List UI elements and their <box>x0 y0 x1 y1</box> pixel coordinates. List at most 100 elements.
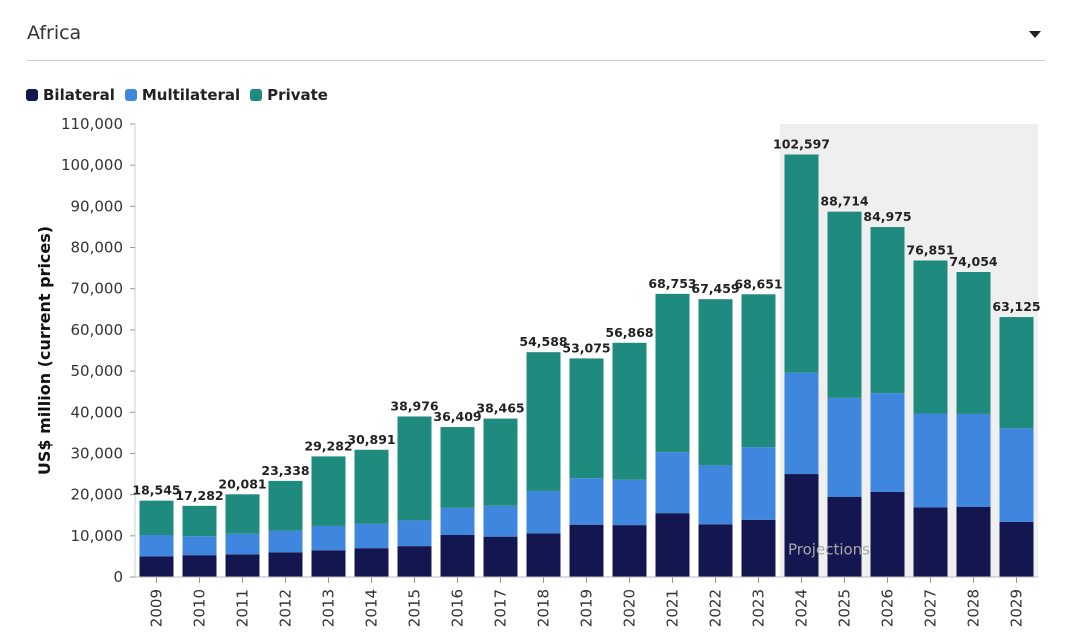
bar-private-2025[interactable] <box>827 211 862 398</box>
legend-swatch-bilateral <box>26 89 38 101</box>
bar-bilateral-2018[interactable] <box>526 533 561 577</box>
bar-multilateral-2024[interactable] <box>784 372 819 475</box>
bar-bilateral-2027[interactable] <box>913 507 948 577</box>
bar-bilateral-2014[interactable] <box>354 548 389 577</box>
bar-private-2026[interactable] <box>870 227 905 394</box>
bar-private-2012[interactable] <box>268 480 303 531</box>
bar-multilateral-2018[interactable] <box>526 490 561 534</box>
bar-multilateral-2026[interactable] <box>870 393 905 492</box>
legend-label-multilateral: Multilateral <box>141 86 241 104</box>
y-tick-label: 10,000 <box>71 527 124 545</box>
bar-bilateral-2026[interactable] <box>870 491 905 577</box>
bar-private-2020[interactable] <box>612 342 647 480</box>
bar-private-2023[interactable] <box>741 294 776 448</box>
bar-multilateral-2025[interactable] <box>827 397 862 497</box>
bar-bilateral-2015[interactable] <box>397 546 432 577</box>
bar-multilateral-2016[interactable] <box>440 507 475 535</box>
bar-private-2024[interactable] <box>784 154 819 373</box>
y-tick-label: 40,000 <box>71 403 124 421</box>
bar-multilateral-2028[interactable] <box>956 413 991 507</box>
bar-private-2028[interactable] <box>956 272 991 414</box>
x-tick-label: 2009 <box>148 589 166 627</box>
bar-multilateral-2011[interactable] <box>225 533 260 555</box>
x-tick-label: 2015 <box>406 589 424 627</box>
bar-bilateral-2016[interactable] <box>440 534 475 577</box>
bar-total-label: 53,075 <box>562 340 610 355</box>
bar-private-2027[interactable] <box>913 260 948 414</box>
y-tick-label: 90,000 <box>71 197 124 215</box>
legend-item-private[interactable]: Private <box>250 86 328 104</box>
bar-bilateral-2028[interactable] <box>956 506 991 577</box>
bar-private-2015[interactable] <box>397 416 432 521</box>
y-tick-label: 100,000 <box>61 156 123 174</box>
bar-bilateral-2013[interactable] <box>311 550 346 577</box>
chevron-down-icon[interactable] <box>1029 31 1041 38</box>
bar-private-2021[interactable] <box>655 293 690 453</box>
y-tick-label: 50,000 <box>71 362 124 380</box>
bar-bilateral-2011[interactable] <box>225 554 260 577</box>
bar-bilateral-2022[interactable] <box>698 524 733 577</box>
bar-private-2017[interactable] <box>483 418 518 506</box>
bar-private-2018[interactable] <box>526 352 561 491</box>
bar-bilateral-2009[interactable] <box>139 556 174 577</box>
bar-bilateral-2029[interactable] <box>999 521 1034 577</box>
bar-multilateral-2017[interactable] <box>483 505 518 537</box>
bar-multilateral-2012[interactable] <box>268 530 303 553</box>
bar-multilateral-2023[interactable] <box>741 447 776 520</box>
bar-multilateral-2009[interactable] <box>139 534 174 557</box>
x-tick-label: 2019 <box>578 589 596 627</box>
x-tick-label: 2021 <box>664 589 682 627</box>
y-tick-label: 70,000 <box>71 280 124 298</box>
x-tick-label: 2026 <box>879 589 897 627</box>
region-dropdown[interactable]: Africa <box>27 10 1045 61</box>
bar-bilateral-2010[interactable] <box>182 555 217 577</box>
bar-private-2011[interactable] <box>225 494 260 534</box>
y-tick-label: 0 <box>113 568 123 586</box>
bar-private-2022[interactable] <box>698 299 733 466</box>
x-tick-label: 2013 <box>320 589 338 627</box>
bar-private-2019[interactable] <box>569 358 604 479</box>
bar-bilateral-2012[interactable] <box>268 552 303 577</box>
bar-bilateral-2017[interactable] <box>483 536 518 577</box>
x-tick-label: 2010 <box>191 589 209 627</box>
bar-bilateral-2019[interactable] <box>569 524 604 577</box>
bar-total-label: 88,714 <box>820 194 869 209</box>
legend-swatch-private <box>250 89 263 101</box>
bar-total-label: 20,081 <box>218 476 266 491</box>
bar-multilateral-2014[interactable] <box>354 523 389 549</box>
bar-private-2013[interactable] <box>311 456 346 526</box>
y-axis-title: US$ million (current prices) <box>35 226 54 475</box>
bar-total-label: 68,651 <box>734 276 782 291</box>
bar-bilateral-2020[interactable] <box>612 525 647 577</box>
bar-multilateral-2013[interactable] <box>311 525 346 551</box>
x-tick-label: 2018 <box>535 589 553 627</box>
bar-multilateral-2010[interactable] <box>182 536 217 556</box>
bar-private-2014[interactable] <box>354 449 389 524</box>
legend-item-multilateral[interactable]: Multilateral <box>124 86 241 104</box>
legend-label-private: Private <box>267 86 328 104</box>
legend-item-bilateral[interactable]: Bilateral <box>26 86 115 104</box>
y-tick-label: 110,000 <box>61 115 123 133</box>
bar-total-label: 38,465 <box>476 401 524 416</box>
bar-private-2010[interactable] <box>182 505 217 537</box>
bar-total-label: 18,545 <box>132 483 180 498</box>
bar-multilateral-2020[interactable] <box>612 479 647 526</box>
bar-private-2009[interactable] <box>139 500 174 535</box>
bar-private-2029[interactable] <box>999 317 1034 429</box>
bar-multilateral-2029[interactable] <box>999 428 1034 522</box>
bar-bilateral-2023[interactable] <box>741 519 776 577</box>
bar-multilateral-2021[interactable] <box>655 452 690 514</box>
legend-swatch-multilateral <box>124 89 137 101</box>
bar-multilateral-2019[interactable] <box>569 478 604 525</box>
x-tick-label: 2025 <box>836 589 854 627</box>
bar-multilateral-2022[interactable] <box>698 465 733 525</box>
bar-bilateral-2021[interactable] <box>655 513 690 577</box>
bar-multilateral-2027[interactable] <box>913 413 948 508</box>
bar-private-2016[interactable] <box>440 427 475 508</box>
bar-multilateral-2015[interactable] <box>397 520 432 547</box>
x-tick-label: 2028 <box>965 589 983 627</box>
bar-bilateral-2025[interactable] <box>827 496 862 577</box>
bar-total-label: 23,338 <box>261 463 309 478</box>
bar-bilateral-2024[interactable] <box>784 474 819 577</box>
bar-total-label: 84,975 <box>863 209 911 224</box>
